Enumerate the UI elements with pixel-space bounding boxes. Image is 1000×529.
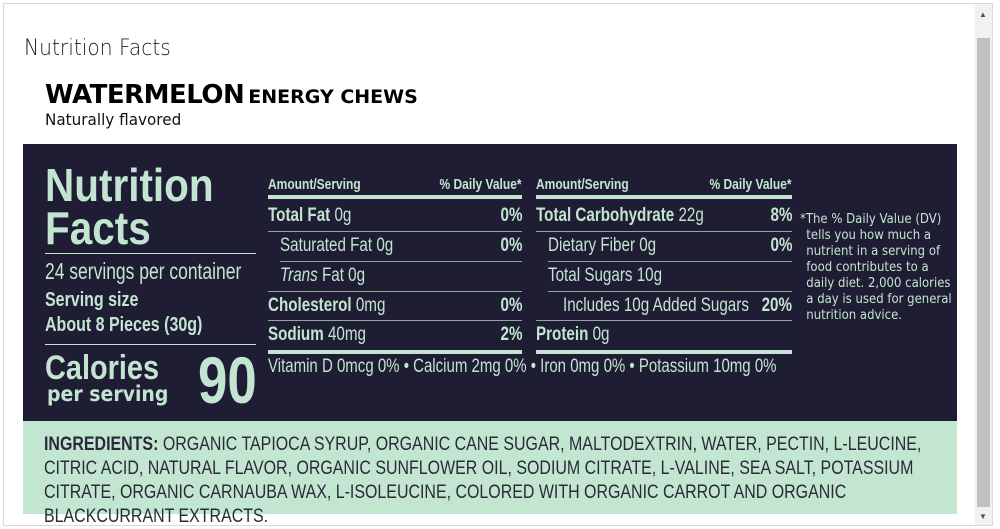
table-row: Dietary Fiber 0g 0%: [548, 235, 792, 256]
divider: [45, 253, 256, 254]
nutrient-table-left: Amount/Serving% Daily Value* Total Fat 0…: [268, 176, 522, 386]
daily-value-footnote: *The % Daily Value (DV) tells you how mu…: [800, 212, 952, 323]
vitamins-minerals: Vitamin D 0mcg 0% • Calcium 2mg 0% • Iro…: [268, 356, 777, 377]
table-header: Amount/Serving% Daily Value*: [536, 176, 792, 193]
divider: [45, 344, 256, 345]
product-title: WATERMELON ENERGY CHEWS: [45, 80, 418, 110]
table-row: Trans Fat 0g: [280, 265, 366, 286]
table-row: Total Fat 0g 0%: [268, 205, 522, 226]
product-type: ENERGY CHEWS: [248, 86, 418, 108]
table-row: Total Sugars 10g: [548, 265, 663, 286]
scrollbar-thumb[interactable]: [977, 38, 990, 507]
ingredients-section: INGREDIENTS: ORGANIC TAPIOCA SYRUP, ORGA…: [23, 421, 957, 527]
product-subtitle: Naturally flavored: [45, 110, 182, 129]
table-row: Protein 0g: [536, 324, 610, 345]
ingredients-text: ORGANIC TAPIOCA SYRUP, ORGANIC CANE SUGA…: [44, 434, 922, 527]
scroll-down-arrow-icon[interactable]: ▼: [979, 512, 987, 521]
serving-size: Serving size About 8 Pieces (30g): [45, 289, 203, 336]
label-heading: Nutrition Facts: [45, 159, 214, 254]
per-serving-label: per serving: [47, 382, 169, 406]
nutrient-table-right: Amount/Serving% Daily Value* Total Carbo…: [536, 176, 792, 386]
table-row: Saturated Fat 0g 0%: [280, 235, 522, 256]
table-row: Sodium 40mg 2%: [268, 324, 522, 345]
page-title: Nutrition Facts: [24, 36, 171, 61]
table-header: Amount/Serving% Daily Value*: [268, 176, 522, 193]
nutrition-label: Nutrition Facts 24 servings per containe…: [23, 144, 957, 421]
vertical-scrollbar[interactable]: ▲ ▼: [975, 4, 992, 525]
table-row: Cholesterol 0mg 0%: [268, 295, 522, 316]
table-row: Includes 10g Added Sugars 20%: [563, 295, 792, 316]
table-row: Total Carbohydrate 22g 8%: [536, 205, 792, 226]
ingredients-label: INGREDIENTS:: [44, 434, 159, 455]
calories-value: 90: [198, 343, 257, 417]
scroll-up-arrow-icon[interactable]: ▲: [979, 10, 987, 19]
calories-label: Calories: [45, 349, 160, 387]
servings-per-container: 24 servings per container: [45, 258, 242, 284]
product-name: WATERMELON: [45, 80, 245, 110]
